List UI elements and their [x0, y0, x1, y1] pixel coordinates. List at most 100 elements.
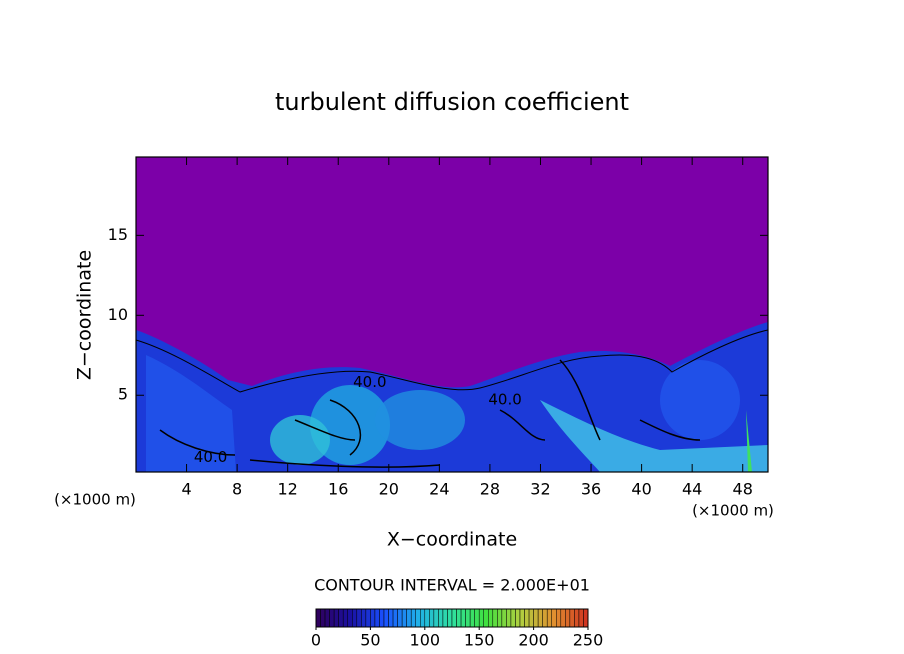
contour-label: 40.0: [194, 448, 227, 466]
colorbar-cell: [456, 608, 462, 628]
colorbar-cell: [347, 608, 353, 628]
colorbar-cell: [528, 608, 534, 628]
y-tick-label: 5: [118, 385, 128, 404]
x-tick-label: 16: [328, 480, 348, 499]
chart-title: turbulent diffusion coefficient: [275, 88, 629, 116]
colorbar-cell: [537, 608, 543, 628]
colorbar-frame: [315, 608, 589, 628]
colorbar-cell: [533, 608, 539, 628]
colorbar-cell: [501, 608, 507, 628]
x-tick-label: 44: [682, 480, 702, 499]
colorbar-cell: [438, 608, 444, 628]
y-axis-label: Z−coordinate: [74, 250, 96, 380]
colorbar-cell: [460, 608, 466, 628]
colorbar-cell: [510, 608, 516, 628]
x-tick-label: 28: [480, 480, 500, 499]
colorbar-cell: [352, 608, 358, 628]
colorbar-cell: [451, 608, 457, 628]
colorbar-cell: [569, 608, 575, 628]
colorbar-cell: [333, 608, 339, 628]
colorbar-tick-label: 200: [518, 631, 549, 650]
colorbar-cell: [397, 608, 403, 628]
colorbar-cell: [492, 608, 498, 628]
contour-line: [135, 329, 769, 393]
field-swirl: [746, 410, 752, 472]
colorbar-cell: [583, 608, 589, 628]
field-region: [146, 355, 236, 472]
field-swirl: [310, 385, 390, 465]
colorbar-cell: [560, 608, 566, 628]
plot-frame: [135, 156, 769, 473]
colorbar-cell: [551, 608, 557, 628]
x-tick-label: 4: [181, 480, 191, 499]
colorbar-cell: [388, 608, 394, 628]
colorbar-cell: [506, 608, 512, 628]
contour-label: 40.0: [488, 391, 521, 409]
x-tick-label: 8: [232, 480, 242, 499]
x-unit: (×1000 m): [54, 491, 136, 509]
colorbar-cell: [447, 608, 453, 628]
colorbar-cell: [342, 608, 348, 628]
colorbar-cell: [519, 608, 525, 628]
colorbar-cell: [546, 608, 552, 628]
x-tick-label: 20: [379, 480, 399, 499]
colorbar-cell: [565, 608, 571, 628]
colorbar-tick-label: 0: [311, 631, 321, 650]
colorbar-cell: [469, 608, 475, 628]
x-tick-label: 32: [530, 480, 550, 499]
colorbar-cell: [478, 608, 484, 628]
colorbar-cell: [361, 608, 367, 628]
x-unit: (×1000 m): [692, 502, 774, 520]
colorbar-tick-label: 50: [360, 631, 380, 650]
colorbar-cell: [324, 608, 330, 628]
colorbar-cell: [497, 608, 503, 628]
colorbar-cell: [578, 608, 584, 628]
contour-line: [159, 359, 701, 468]
colorbar-cell: [370, 608, 376, 628]
colorbar-cell: [374, 608, 380, 628]
contour-interval: CONTOUR INTERVAL = 2.000E+01: [314, 576, 590, 595]
y-tick-label: 15: [108, 225, 128, 244]
colorbar-cell: [383, 608, 389, 628]
colorbar-cell: [429, 608, 435, 628]
colorbar-cell: [410, 608, 416, 628]
x-tick-label: 40: [631, 480, 651, 499]
colorbar-cell: [338, 608, 344, 628]
colorbar-cell: [315, 608, 321, 628]
colorbar-cell: [515, 608, 521, 628]
colorbar-cell: [424, 608, 430, 628]
colorbar-cell: [524, 608, 530, 628]
field-swirl: [375, 390, 465, 450]
colorbar-cell: [574, 608, 580, 628]
field: [135, 156, 769, 473]
colorbar-cell: [433, 608, 439, 628]
colorbar-cell: [465, 608, 471, 628]
colorbar-tick-label: 150: [464, 631, 495, 650]
colorbar-cell: [365, 608, 371, 628]
colorbar-cell: [488, 608, 494, 628]
y-tick-label: 10: [108, 305, 128, 324]
colorbar-cell: [474, 608, 480, 628]
colorbar-cell: [406, 608, 412, 628]
colorbar-cell: [483, 608, 489, 628]
colorbar-cell: [329, 608, 335, 628]
x-tick-label: 12: [278, 480, 298, 499]
colorbar-tick-label: 100: [410, 631, 441, 650]
x-tick-label: 24: [429, 480, 449, 499]
colorbar-cell: [415, 608, 421, 628]
x-axis-label: X−coordinate: [387, 529, 517, 551]
x-tick-label: 48: [733, 480, 753, 499]
contour-label: 40.0: [353, 373, 386, 391]
colorbar-cell: [556, 608, 562, 628]
x-tick-label: 36: [581, 480, 601, 499]
colorbar-cell: [379, 608, 385, 628]
colorbar-cell: [420, 608, 426, 628]
colorbar-cell: [401, 608, 407, 628]
field-swirl: [660, 360, 740, 440]
colorbar-cell: [356, 608, 362, 628]
field-swirl: [540, 400, 768, 472]
colorbar-tick-label: 250: [573, 631, 604, 650]
colorbar-cell: [320, 608, 326, 628]
colorbar-cell: [542, 608, 548, 628]
